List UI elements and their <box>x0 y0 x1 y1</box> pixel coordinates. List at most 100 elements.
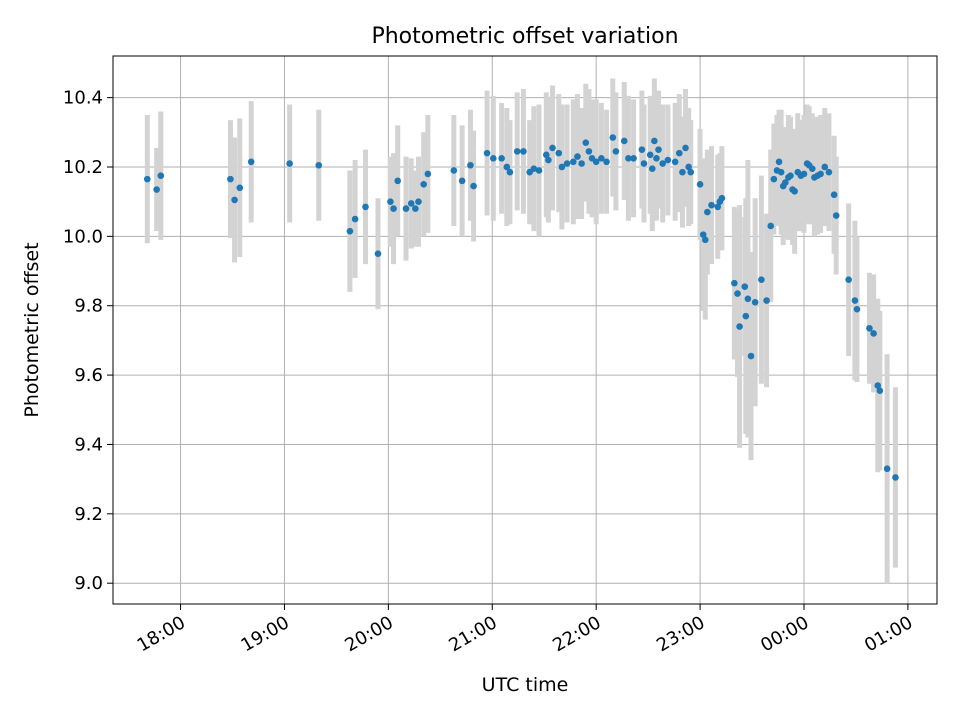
data-point <box>390 205 397 212</box>
data-point <box>530 165 538 173</box>
data-point <box>770 175 778 183</box>
data-point <box>506 168 514 176</box>
data-point <box>483 149 491 157</box>
data-point <box>676 149 683 157</box>
data-point <box>664 156 672 164</box>
data-point <box>731 279 738 287</box>
y-axis-ticks: 9.0 9.2 9.4 9.6 9.8 10.0 10.2 10.4 <box>63 88 113 594</box>
x-tick-label: 23:00 <box>653 612 708 656</box>
data-point <box>800 170 808 178</box>
data-point <box>467 161 474 169</box>
data-point <box>578 160 585 167</box>
data-point <box>545 156 552 164</box>
x-tick-label: 18:00 <box>134 612 189 656</box>
y-axis-label: Photometric offset <box>21 242 43 417</box>
data-point <box>592 158 600 166</box>
data-point <box>420 181 427 188</box>
data-point <box>775 158 783 166</box>
data-point <box>374 250 382 257</box>
y-tick-label: 9.4 <box>74 434 103 455</box>
data-point <box>450 167 458 174</box>
data-point <box>638 146 646 153</box>
data-point <box>817 170 824 178</box>
data-point <box>362 203 369 211</box>
data-point <box>825 168 833 176</box>
data-point <box>346 227 354 235</box>
data-point <box>787 172 794 179</box>
data-point <box>286 160 293 167</box>
data-point <box>503 163 511 171</box>
data-point <box>781 179 789 186</box>
data-point <box>236 184 244 192</box>
data-point <box>892 474 899 481</box>
data-point <box>490 155 497 162</box>
data-point <box>520 148 527 155</box>
data-point <box>651 137 658 145</box>
data-point <box>821 163 829 171</box>
data-point <box>671 158 679 166</box>
data-point <box>763 297 770 304</box>
data-point <box>630 155 637 162</box>
data-point <box>701 236 709 244</box>
y-tick-label: 10.4 <box>63 88 103 109</box>
data-point <box>157 172 165 179</box>
data-point <box>883 465 891 473</box>
data-point <box>402 205 410 212</box>
data-point <box>625 155 632 162</box>
data-point <box>153 186 160 193</box>
data-point <box>758 276 765 284</box>
data-point <box>574 153 581 160</box>
data-point <box>407 200 415 207</box>
data-point <box>227 175 234 183</box>
x-axis-label: UTC time <box>482 674 569 696</box>
data-point <box>734 290 741 297</box>
data-point <box>412 205 419 212</box>
x-tick-label: 01:00 <box>861 612 916 656</box>
data-point <box>640 160 648 167</box>
plot-frame <box>112 55 938 605</box>
data-point <box>679 168 686 176</box>
data-point <box>744 295 752 303</box>
data-point <box>751 298 759 306</box>
data-point <box>535 167 543 174</box>
y-tick-label: 10.2 <box>63 157 103 178</box>
data-point <box>247 158 255 166</box>
data-point <box>582 139 590 147</box>
data-point <box>143 175 151 183</box>
data-point <box>394 177 402 185</box>
data-points <box>143 134 899 481</box>
x-tick-label: 00:00 <box>757 612 812 656</box>
data-point <box>747 352 755 360</box>
data-point <box>585 148 593 155</box>
data-point <box>424 170 432 178</box>
data-point <box>714 203 722 211</box>
x-axis-ticks: 18:00 19:00 20:00 21:00 22:00 23:00 00:00 01:00 <box>134 604 916 656</box>
data-point <box>696 181 704 188</box>
x-tick-label: 21:00 <box>445 612 500 656</box>
data-point <box>866 324 873 332</box>
data-point <box>682 144 689 152</box>
data-point <box>853 305 861 313</box>
y-tick-label: 9.6 <box>74 365 103 386</box>
data-point <box>876 387 884 394</box>
data-point <box>563 160 571 167</box>
data-point <box>231 196 238 204</box>
data-point <box>470 182 477 190</box>
data-point <box>558 163 566 171</box>
y-tick-label: 9.2 <box>74 504 103 525</box>
data-point <box>603 158 610 166</box>
x-tick-label: 19:00 <box>238 612 293 656</box>
data-point <box>620 137 628 145</box>
data-point <box>699 231 707 238</box>
data-point <box>742 312 750 320</box>
data-point <box>612 148 620 155</box>
y-tick-label: 9.0 <box>74 573 103 594</box>
data-point <box>704 208 711 216</box>
x-tick-label: 20:00 <box>341 612 396 656</box>
data-point <box>543 151 550 159</box>
error-bars <box>144 78 898 584</box>
data-point <box>555 149 563 157</box>
data-point <box>777 168 785 176</box>
